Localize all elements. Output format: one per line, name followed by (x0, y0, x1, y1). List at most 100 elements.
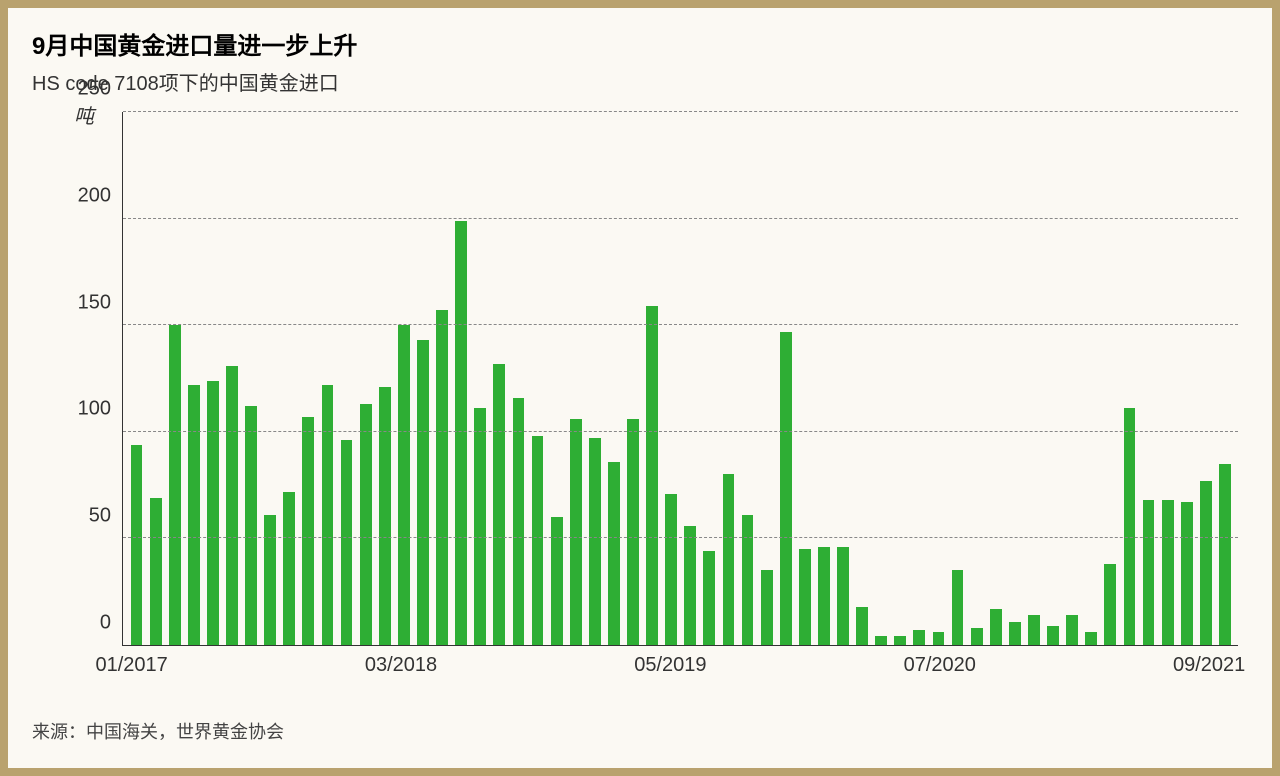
bar (131, 445, 143, 645)
bar-slot (662, 112, 681, 645)
bar-slot (1196, 112, 1215, 645)
bar-slot (967, 112, 986, 645)
bar-slot (681, 112, 700, 645)
bar-slot (299, 112, 318, 645)
bar (532, 436, 544, 645)
bar-slot (700, 112, 719, 645)
y-tick-label: 100 (78, 398, 111, 421)
bar (608, 462, 620, 645)
bar (952, 570, 964, 645)
x-tick-label: 03/2018 (365, 654, 437, 677)
source-body: 中国海关，世界黄金协会 (86, 722, 284, 742)
chart-area: 吨 050100150200250 01/201703/201805/20190… (32, 98, 1248, 688)
bar (207, 381, 219, 645)
bar-slot (929, 112, 948, 645)
bar-slot (814, 112, 833, 645)
bar-slot (1044, 112, 1063, 645)
bar-slot (1215, 112, 1234, 645)
bar (799, 549, 811, 645)
bar-slot (795, 112, 814, 645)
chart-subtitle: HS code 7108项下的中国黄金进口 (8, 65, 1272, 102)
bar-slot (184, 112, 203, 645)
x-tick-label: 05/2019 (634, 654, 706, 677)
bar-slot (413, 112, 432, 645)
bar-slot (547, 112, 566, 645)
bar (971, 628, 983, 645)
bar (570, 419, 582, 645)
bar (761, 570, 773, 645)
bar (627, 419, 639, 645)
bar-slot (585, 112, 604, 645)
bar (723, 474, 735, 645)
bar-slot (261, 112, 280, 645)
bar (245, 406, 257, 645)
bar-slot (738, 112, 757, 645)
bar (1200, 481, 1212, 645)
bar-slot (853, 112, 872, 645)
bar (169, 325, 181, 645)
bar-slot (833, 112, 852, 645)
bar (646, 306, 658, 645)
bar-slot (891, 112, 910, 645)
bar (665, 494, 677, 645)
bar-slot (165, 112, 184, 645)
bar-slot (1120, 112, 1139, 645)
bar (875, 636, 887, 645)
bar-slot (910, 112, 929, 645)
bar-slot (1063, 112, 1082, 645)
bar-slot (1005, 112, 1024, 645)
bar-slot (757, 112, 776, 645)
bar-slot (1101, 112, 1120, 645)
bar-slot (203, 112, 222, 645)
bar (302, 417, 314, 645)
bar (1047, 626, 1059, 645)
bar-slot (337, 112, 356, 645)
grid-line (123, 431, 1238, 432)
bar (322, 385, 334, 645)
bar-slot (127, 112, 146, 645)
y-tick-label: 250 (78, 78, 111, 101)
bar (493, 364, 505, 645)
y-tick-label: 150 (78, 291, 111, 314)
bar-slot (318, 112, 337, 645)
bar (1219, 464, 1231, 645)
bar (264, 515, 276, 645)
bar (188, 385, 200, 645)
bar (398, 325, 410, 645)
bar (933, 632, 945, 645)
bar-slot (643, 112, 662, 645)
bar (837, 547, 849, 645)
grid-line (123, 218, 1238, 219)
bar (780, 332, 792, 645)
chart-title: 9月中国黄金进口量进一步上升 (8, 8, 1272, 65)
bar-slot (948, 112, 967, 645)
bar-slot (242, 112, 261, 645)
bar-slot (1024, 112, 1043, 645)
bar-slot (452, 112, 471, 645)
bar (379, 387, 391, 645)
bar-slot (280, 112, 299, 645)
bar (684, 526, 696, 645)
bar-slot (604, 112, 623, 645)
bar (913, 630, 925, 645)
bar-slot (146, 112, 165, 645)
bar (436, 310, 448, 645)
bar-slot (1177, 112, 1196, 645)
bar-slot (1139, 112, 1158, 645)
bar (1124, 408, 1136, 645)
bar-slot (509, 112, 528, 645)
bar (1028, 615, 1040, 645)
bar (1104, 564, 1116, 645)
x-tick-label: 07/2020 (904, 654, 976, 677)
grid-line (123, 111, 1238, 112)
bar-slot (222, 112, 241, 645)
y-axis-labels: 050100150200250 (32, 98, 117, 688)
bar (283, 492, 295, 646)
bar (990, 609, 1002, 645)
bar (1162, 500, 1174, 645)
bar (1066, 615, 1078, 645)
x-axis-labels: 01/201703/201805/201907/202009/2021 (122, 648, 1238, 688)
plot-region (122, 112, 1238, 646)
x-tick-label: 01/2017 (95, 654, 167, 677)
y-tick-label: 50 (89, 505, 111, 528)
